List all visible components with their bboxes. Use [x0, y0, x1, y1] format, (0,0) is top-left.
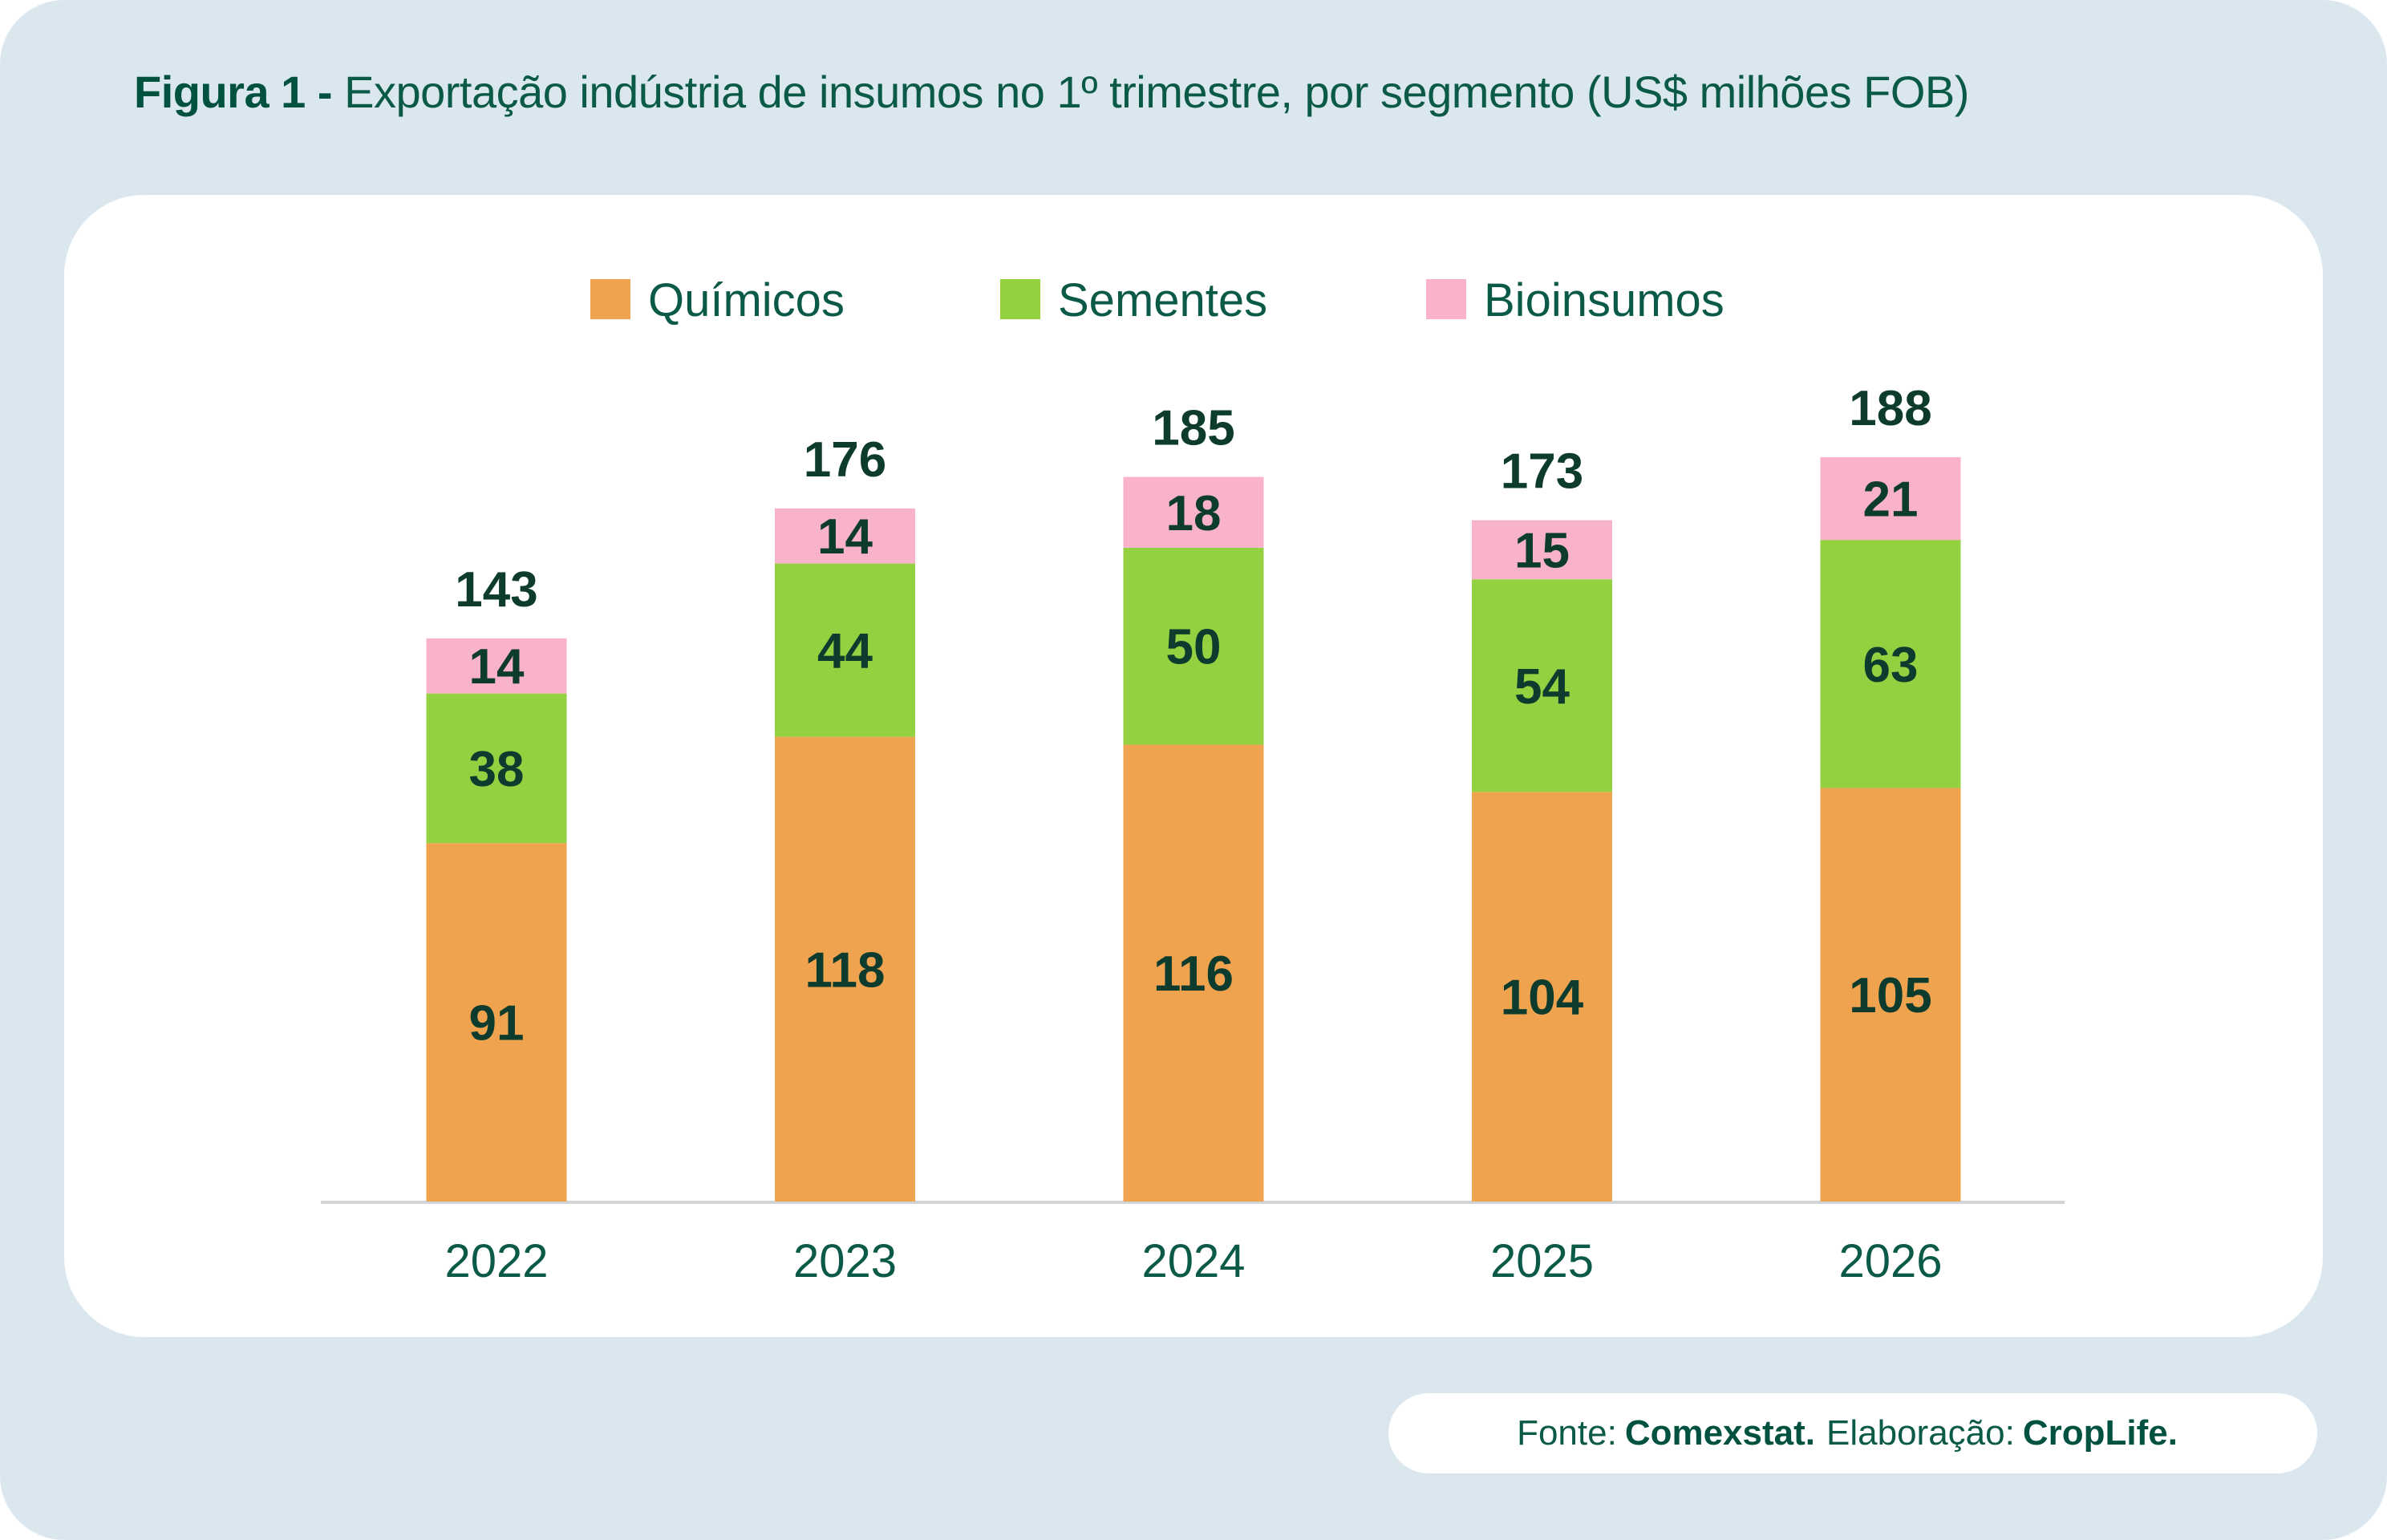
bar-segment [775, 736, 915, 1202]
source-label: Fonte: [1517, 1413, 1617, 1453]
bar-segment [775, 563, 915, 737]
bar-segment [1123, 547, 1264, 745]
source-name: Comexstat. [1624, 1413, 1815, 1453]
bar-segment [775, 508, 915, 564]
chart-title: Figura 1 - Exportação indústria de insum… [134, 66, 1969, 118]
x-tick-label: 2026 [1838, 1235, 1942, 1287]
legend-label-2: Bioinsumos [1484, 274, 1724, 326]
data-label: 44 [817, 624, 873, 679]
bar-segment [1820, 788, 1961, 1202]
author-name: CropLife. [2022, 1413, 2178, 1453]
total-label: 173 [1501, 444, 1583, 500]
x-tick-label: 2023 [793, 1235, 897, 1287]
bar-segment [1123, 476, 1264, 548]
x-tick-label: 2024 [1141, 1235, 1245, 1287]
author-label: Elaboração: [1826, 1413, 2015, 1453]
bar-segment [426, 843, 567, 1202]
total-label: 185 [1152, 401, 1234, 456]
data-label: 91 [469, 996, 525, 1052]
data-label: 118 [804, 942, 885, 998]
bar-segment [1820, 457, 1961, 541]
bar-segment [1472, 579, 1612, 792]
total-label: 176 [804, 432, 886, 488]
data-label: 104 [1501, 971, 1584, 1026]
figure-label: Figura 1 - [134, 67, 333, 117]
x-tick-label: 2022 [444, 1235, 548, 1287]
legend-label-0: Químicos [648, 274, 845, 326]
bar-segment [426, 638, 567, 694]
bar-segment [426, 693, 567, 844]
data-label: 63 [1863, 638, 1919, 693]
x-tick-label: 2025 [1490, 1235, 1594, 1287]
bar-segment [1472, 520, 1612, 580]
legend-label-1: Sementes [1058, 274, 1267, 326]
bar-segment [1820, 540, 1961, 788]
data-label: 38 [469, 742, 525, 797]
bar-segment [1472, 792, 1612, 1202]
data-label: 21 [1863, 472, 1919, 528]
data-label: 105 [1849, 968, 1931, 1023]
legend-swatch-2 [1426, 279, 1466, 319]
total-label: 188 [1849, 381, 1931, 436]
legend-swatch-1 [1000, 279, 1040, 319]
data-label: 15 [1514, 523, 1570, 578]
title-text: Exportação indústria de insumos no 1º tr… [344, 67, 1969, 117]
data-label: 18 [1166, 486, 1222, 541]
data-label: 14 [469, 639, 525, 695]
data-label: 50 [1166, 620, 1222, 675]
data-label: 14 [817, 509, 873, 565]
data-label: 116 [1153, 946, 1234, 1002]
legend-swatch-0 [590, 279, 630, 319]
bar-segment [1123, 744, 1264, 1202]
source-footer: Fonte: Comexstat. Elaboração: CropLife. [1388, 1393, 2317, 1473]
data-label: 54 [1514, 659, 1570, 715]
total-label: 143 [455, 562, 537, 618]
